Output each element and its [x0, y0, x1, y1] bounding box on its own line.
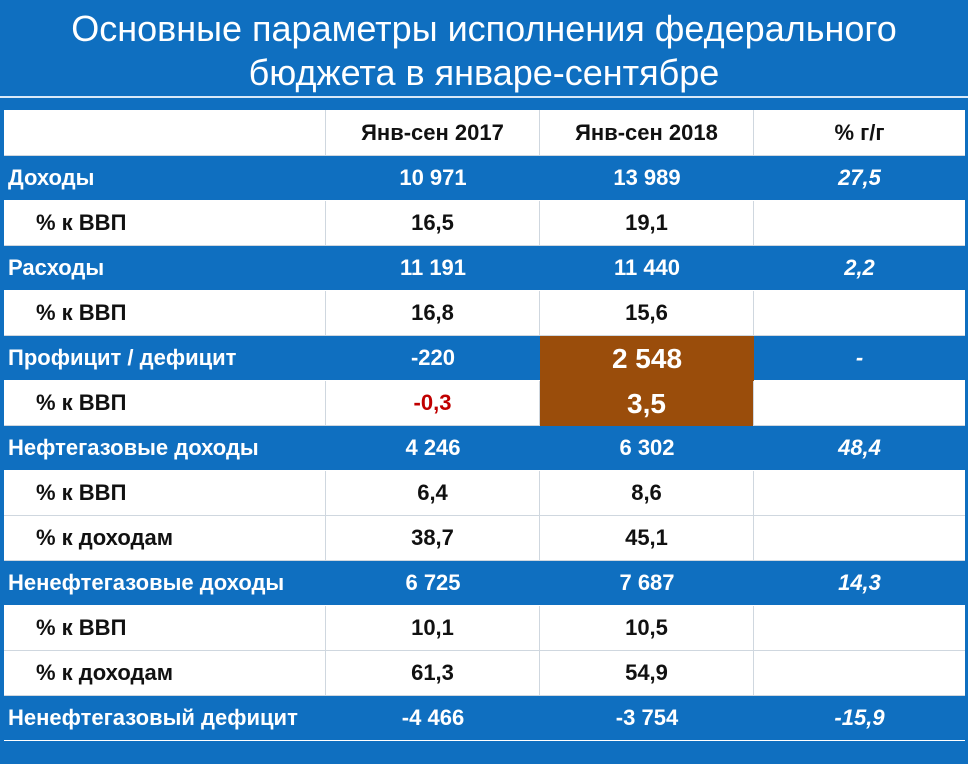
row-label: % к ВВП: [4, 201, 326, 246]
row-label: Расходы: [4, 246, 326, 291]
budget-table: Янв-сен 2017 Янв-сен 2018 % г/г Доходы 1…: [4, 110, 965, 741]
value-2017: 16,8: [326, 291, 540, 336]
row-label: % к ВВП: [4, 606, 326, 651]
value-2018: 54,9: [540, 651, 754, 696]
row-label: % к ВВП: [4, 291, 326, 336]
value-2018: 6 302: [540, 426, 754, 471]
value-2018: 10,5: [540, 606, 754, 651]
table-row: Расходы 11 191 11 440 2,2: [4, 246, 965, 291]
value-2018: 45,1: [540, 516, 754, 561]
value-2017: 10,1: [326, 606, 540, 651]
title-line-2: бюджета в январе-сентябре: [248, 52, 720, 93]
value-2018: 7 687: [540, 561, 754, 606]
row-label: % к доходам: [4, 516, 326, 561]
value-yoy: 2,2: [754, 246, 965, 291]
value-yoy: [754, 651, 965, 696]
value-yoy: -: [754, 336, 965, 381]
table-row: % к доходам 61,3 54,9: [4, 651, 965, 696]
header-cell-2018: Янв-сен 2018: [540, 110, 754, 156]
row-label: Нефтегазовые доходы: [4, 426, 326, 471]
table-row: Нефтегазовые доходы 4 246 6 302 48,4: [4, 426, 965, 471]
row-label: Ненефтегазовые доходы: [4, 561, 326, 606]
table-row: % к ВВП 16,8 15,6: [4, 291, 965, 336]
value-2017: 38,7: [326, 516, 540, 561]
row-label: Доходы: [4, 156, 326, 201]
value-yoy: [754, 381, 965, 426]
table-row: Профицит / дефицит -220 2 548 -: [4, 336, 965, 381]
value-yoy: -15,9: [754, 696, 965, 741]
value-yoy: [754, 606, 965, 651]
title-line-1: Основные параметры исполнения федерально…: [71, 8, 897, 49]
table-row: % к доходам 38,7 45,1: [4, 516, 965, 561]
table-row: Ненефтегазовый дефицит -4 466 -3 754 -15…: [4, 696, 965, 741]
value-yoy: [754, 291, 965, 336]
value-yoy: [754, 516, 965, 561]
header-cell-yoy: % г/г: [754, 110, 965, 156]
value-2018: -3 754: [540, 696, 754, 741]
row-label: % к ВВП: [4, 381, 326, 426]
row-label: Ненефтегазовый дефицит: [4, 696, 326, 741]
table-row: % к ВВП -0,3 3,5: [4, 381, 965, 426]
highlighted-value-2018: 2 548: [540, 336, 754, 381]
table-row: % к ВВП 6,4 8,6: [4, 471, 965, 516]
table-row: Доходы 10 971 13 989 27,5: [4, 156, 965, 201]
value-2017: 16,5: [326, 201, 540, 246]
value-2017: 10 971: [326, 156, 540, 201]
value-2017: 6 725: [326, 561, 540, 606]
header-cell-2017: Янв-сен 2017: [326, 110, 540, 156]
value-2017: -4 466: [326, 696, 540, 741]
value-2018: 15,6: [540, 291, 754, 336]
value-2017: -220: [326, 336, 540, 381]
header-row: Янв-сен 2017 Янв-сен 2018 % г/г: [4, 110, 965, 156]
negative-value-2017: -0,3: [326, 381, 540, 426]
value-2018: 8,6: [540, 471, 754, 516]
title-divider: [0, 96, 968, 98]
value-yoy: [754, 471, 965, 516]
header-cell-label: [4, 110, 326, 156]
table-row: Ненефтегазовые доходы 6 725 7 687 14,3: [4, 561, 965, 606]
value-yoy: 27,5: [754, 156, 965, 201]
value-2017: 11 191: [326, 246, 540, 291]
value-2017: 6,4: [326, 471, 540, 516]
value-2018: 19,1: [540, 201, 754, 246]
value-2018: 13 989: [540, 156, 754, 201]
row-label: Профицит / дефицит: [4, 336, 326, 381]
highlighted-value-2018: 3,5: [540, 381, 754, 426]
row-label: % к ВВП: [4, 471, 326, 516]
table-row: % к ВВП 16,5 19,1: [4, 201, 965, 246]
value-2017: 4 246: [326, 426, 540, 471]
value-yoy: 48,4: [754, 426, 965, 471]
row-label: % к доходам: [4, 651, 326, 696]
value-2018: 11 440: [540, 246, 754, 291]
value-2017: 61,3: [326, 651, 540, 696]
value-yoy: [754, 201, 965, 246]
table-row: % к ВВП 10,1 10,5: [4, 606, 965, 651]
value-yoy: 14,3: [754, 561, 965, 606]
page-title: Основные параметры исполнения федерально…: [0, 0, 968, 96]
